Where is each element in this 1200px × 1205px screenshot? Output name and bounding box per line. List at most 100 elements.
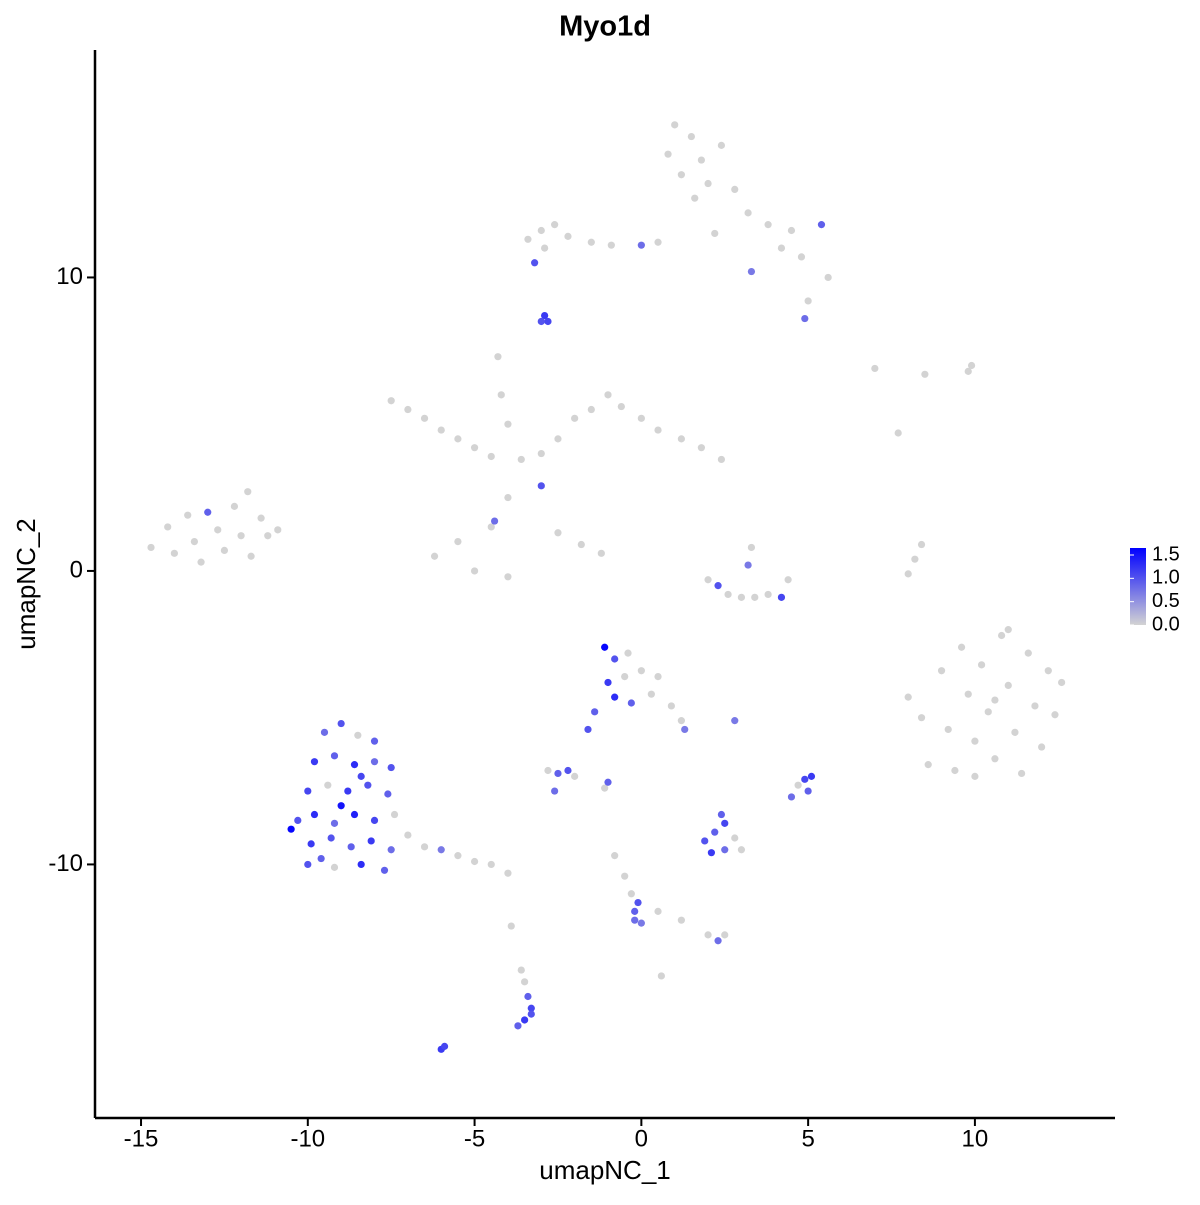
point (637, 667, 645, 675)
point (721, 931, 729, 939)
point (704, 576, 712, 584)
point (437, 426, 445, 434)
point (804, 787, 812, 795)
point (764, 221, 772, 229)
point (984, 708, 992, 716)
colorbar-tick-label: 1.5 (1152, 543, 1180, 565)
point (797, 253, 806, 261)
point (384, 790, 392, 798)
y-tick-label: 10 (56, 263, 83, 290)
point (631, 907, 639, 915)
y-tick-label: 0 (70, 556, 83, 583)
point (497, 391, 505, 399)
point (504, 573, 512, 581)
point (637, 241, 645, 249)
y-tick-label: -10 (48, 850, 83, 877)
point (147, 543, 155, 552)
point (584, 725, 592, 734)
colorbar-tick-label: 1.0 (1152, 567, 1180, 589)
point (697, 444, 705, 452)
point (517, 966, 525, 974)
point (214, 526, 222, 534)
point (524, 992, 532, 1001)
point (924, 761, 932, 769)
point (637, 919, 645, 927)
point (257, 514, 265, 522)
colorbar-tick-label: 0.5 (1152, 590, 1180, 612)
point (554, 435, 562, 443)
point (577, 540, 585, 549)
point (564, 232, 572, 240)
point (274, 526, 282, 534)
point (911, 555, 919, 563)
x-tick-label: -5 (464, 1125, 485, 1152)
point (997, 631, 1006, 640)
point (777, 593, 786, 601)
point (691, 194, 699, 202)
point (737, 846, 746, 854)
point (964, 690, 972, 698)
point (404, 405, 412, 414)
x-tick-label: 0 (635, 1125, 648, 1152)
point (817, 221, 826, 229)
point (604, 391, 612, 399)
point (591, 708, 599, 716)
point (634, 898, 642, 907)
point (347, 843, 355, 851)
point (611, 852, 619, 860)
point (494, 353, 502, 361)
point (504, 869, 512, 877)
point (677, 717, 685, 725)
x-tick-label: -10 (290, 1125, 325, 1152)
point (944, 725, 952, 734)
point (527, 1010, 535, 1018)
point (1024, 649, 1032, 657)
point (454, 852, 462, 860)
point (307, 840, 315, 848)
point (917, 540, 926, 549)
point (744, 209, 752, 217)
point (350, 761, 359, 769)
point (894, 429, 902, 437)
point (624, 649, 632, 657)
point (330, 819, 339, 827)
point (787, 226, 796, 235)
point (957, 643, 966, 651)
point (310, 758, 319, 766)
point (1051, 711, 1059, 719)
x-tick-label: -15 (124, 1125, 159, 1152)
point (337, 719, 345, 728)
point (704, 179, 712, 188)
point (554, 529, 562, 537)
point (917, 714, 926, 722)
point (387, 763, 395, 772)
point (330, 863, 339, 871)
point (487, 860, 495, 869)
point (1031, 702, 1039, 710)
point (677, 435, 685, 443)
point (440, 1042, 449, 1050)
point (744, 561, 752, 569)
point (357, 772, 365, 780)
point (637, 414, 645, 422)
point (364, 781, 372, 789)
point (747, 543, 756, 552)
point (330, 752, 339, 760)
point (801, 775, 809, 783)
chart-title: Myo1d (559, 11, 651, 43)
point (190, 537, 198, 546)
point (604, 678, 612, 687)
point (801, 314, 809, 323)
x-tick-label: 10 (962, 1125, 989, 1152)
point (704, 931, 712, 939)
point (420, 414, 429, 422)
point (807, 772, 816, 780)
point (717, 141, 726, 149)
point (370, 816, 379, 825)
point (304, 860, 312, 869)
point (551, 221, 559, 229)
point (571, 772, 579, 780)
point (951, 766, 959, 775)
point (657, 972, 665, 980)
point (521, 978, 529, 986)
